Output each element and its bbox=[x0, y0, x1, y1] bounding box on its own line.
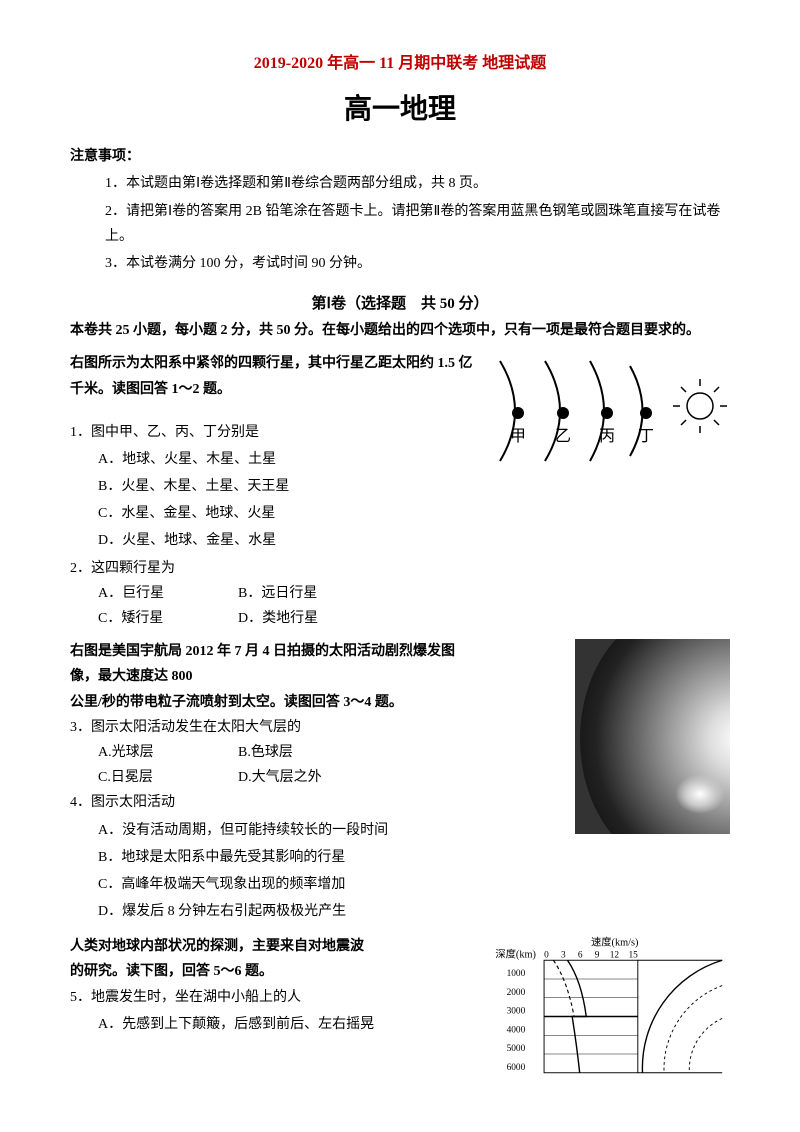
q3-opt-b: B.色球层 bbox=[238, 740, 378, 765]
notice-list: 1．本试题由第Ⅰ卷选择题和第Ⅱ卷综合题两部分组成，共 8 页。 2．请把第Ⅰ卷的… bbox=[70, 171, 730, 276]
svg-text:5000: 5000 bbox=[507, 1044, 526, 1054]
svg-text:丙: 丙 bbox=[599, 428, 615, 445]
q3-opt-a: A.光球层 bbox=[98, 740, 238, 765]
q1-opt-d: D．火星、地球、金星、水星 bbox=[98, 528, 730, 553]
svg-text:12: 12 bbox=[610, 951, 620, 961]
q3-opt-d: D.大气层之外 bbox=[238, 765, 378, 790]
svg-text:乙: 乙 bbox=[555, 428, 571, 445]
notice-item: 2．请把第Ⅰ卷的答案用 2B 铅笔涂在答题卡上。请把第Ⅱ卷的答案用蓝黑色钢笔或圆… bbox=[105, 199, 730, 249]
svg-text:1000: 1000 bbox=[507, 969, 526, 979]
notice-item: 1．本试题由第Ⅰ卷选择题和第Ⅱ卷综合题两部分组成，共 8 页。 bbox=[105, 171, 730, 196]
q4-opt-b: B．地球是太阳系中最先受其影响的行星 bbox=[98, 845, 730, 870]
q4-opt-c: C．高峰年极端天气现象出现的频率增加 bbox=[98, 872, 730, 897]
q3-opt-c: C.日冕层 bbox=[98, 765, 238, 790]
planet-label-1: 甲 bbox=[510, 428, 526, 445]
svg-text:2000: 2000 bbox=[507, 988, 526, 998]
svg-text:3: 3 bbox=[561, 951, 566, 961]
svg-text:0: 0 bbox=[544, 951, 549, 961]
solar-flare-photo bbox=[575, 639, 730, 834]
q4-opt-d: D．爆发后 8 分钟左右引起两极极光产生 bbox=[98, 899, 730, 924]
exam-title-main: 高一地理 bbox=[70, 84, 730, 134]
q2-opt-d: D．类地行星 bbox=[238, 606, 378, 631]
svg-text:丁: 丁 bbox=[638, 428, 654, 445]
svg-text:深度(km): 深度(km) bbox=[495, 948, 536, 961]
svg-text:9: 9 bbox=[595, 951, 600, 961]
orbit-diagram: 甲 乙 丙 丁 bbox=[490, 351, 730, 480]
q2-opt-b: B．远日行星 bbox=[238, 581, 378, 606]
svg-text:6: 6 bbox=[578, 951, 583, 961]
notice-heading: 注意事项： bbox=[70, 144, 730, 169]
svg-text:速度(km/s): 速度(km/s) bbox=[591, 936, 638, 949]
svg-text:6000: 6000 bbox=[507, 1063, 526, 1073]
q2-options: A．巨行星B．远日行星 C．矮行星D．类地行星 bbox=[70, 581, 730, 631]
q2-opt-c: C．矮行星 bbox=[98, 606, 238, 631]
q2-stem: 2．这四颗行星为 bbox=[70, 556, 730, 581]
svg-text:15: 15 bbox=[628, 951, 638, 961]
q1-opt-c: C．水星、金星、地球、火星 bbox=[98, 501, 730, 526]
section-1-head: 第Ⅰ卷（选择题 共 50 分） bbox=[70, 291, 730, 318]
section-1-instructions: 本卷共 25 小题，每小题 2 分，共 50 分。在每小题给出的四个选项中，只有… bbox=[70, 318, 730, 343]
q2-opt-a: A．巨行星 bbox=[98, 581, 238, 606]
exam-title-red: 2019-2020 年高一 11 月期中联考 地理试题 bbox=[70, 50, 730, 79]
notice-item: 3．本试卷满分 100 分，考试时间 90 分钟。 bbox=[105, 251, 730, 276]
seismic-wave-chart: 速度(km/s) 深度(km) 0 3 6 9 12 15 1000 2000 … bbox=[480, 934, 730, 1093]
svg-text:4000: 4000 bbox=[507, 1026, 526, 1036]
svg-text:3000: 3000 bbox=[507, 1007, 526, 1017]
